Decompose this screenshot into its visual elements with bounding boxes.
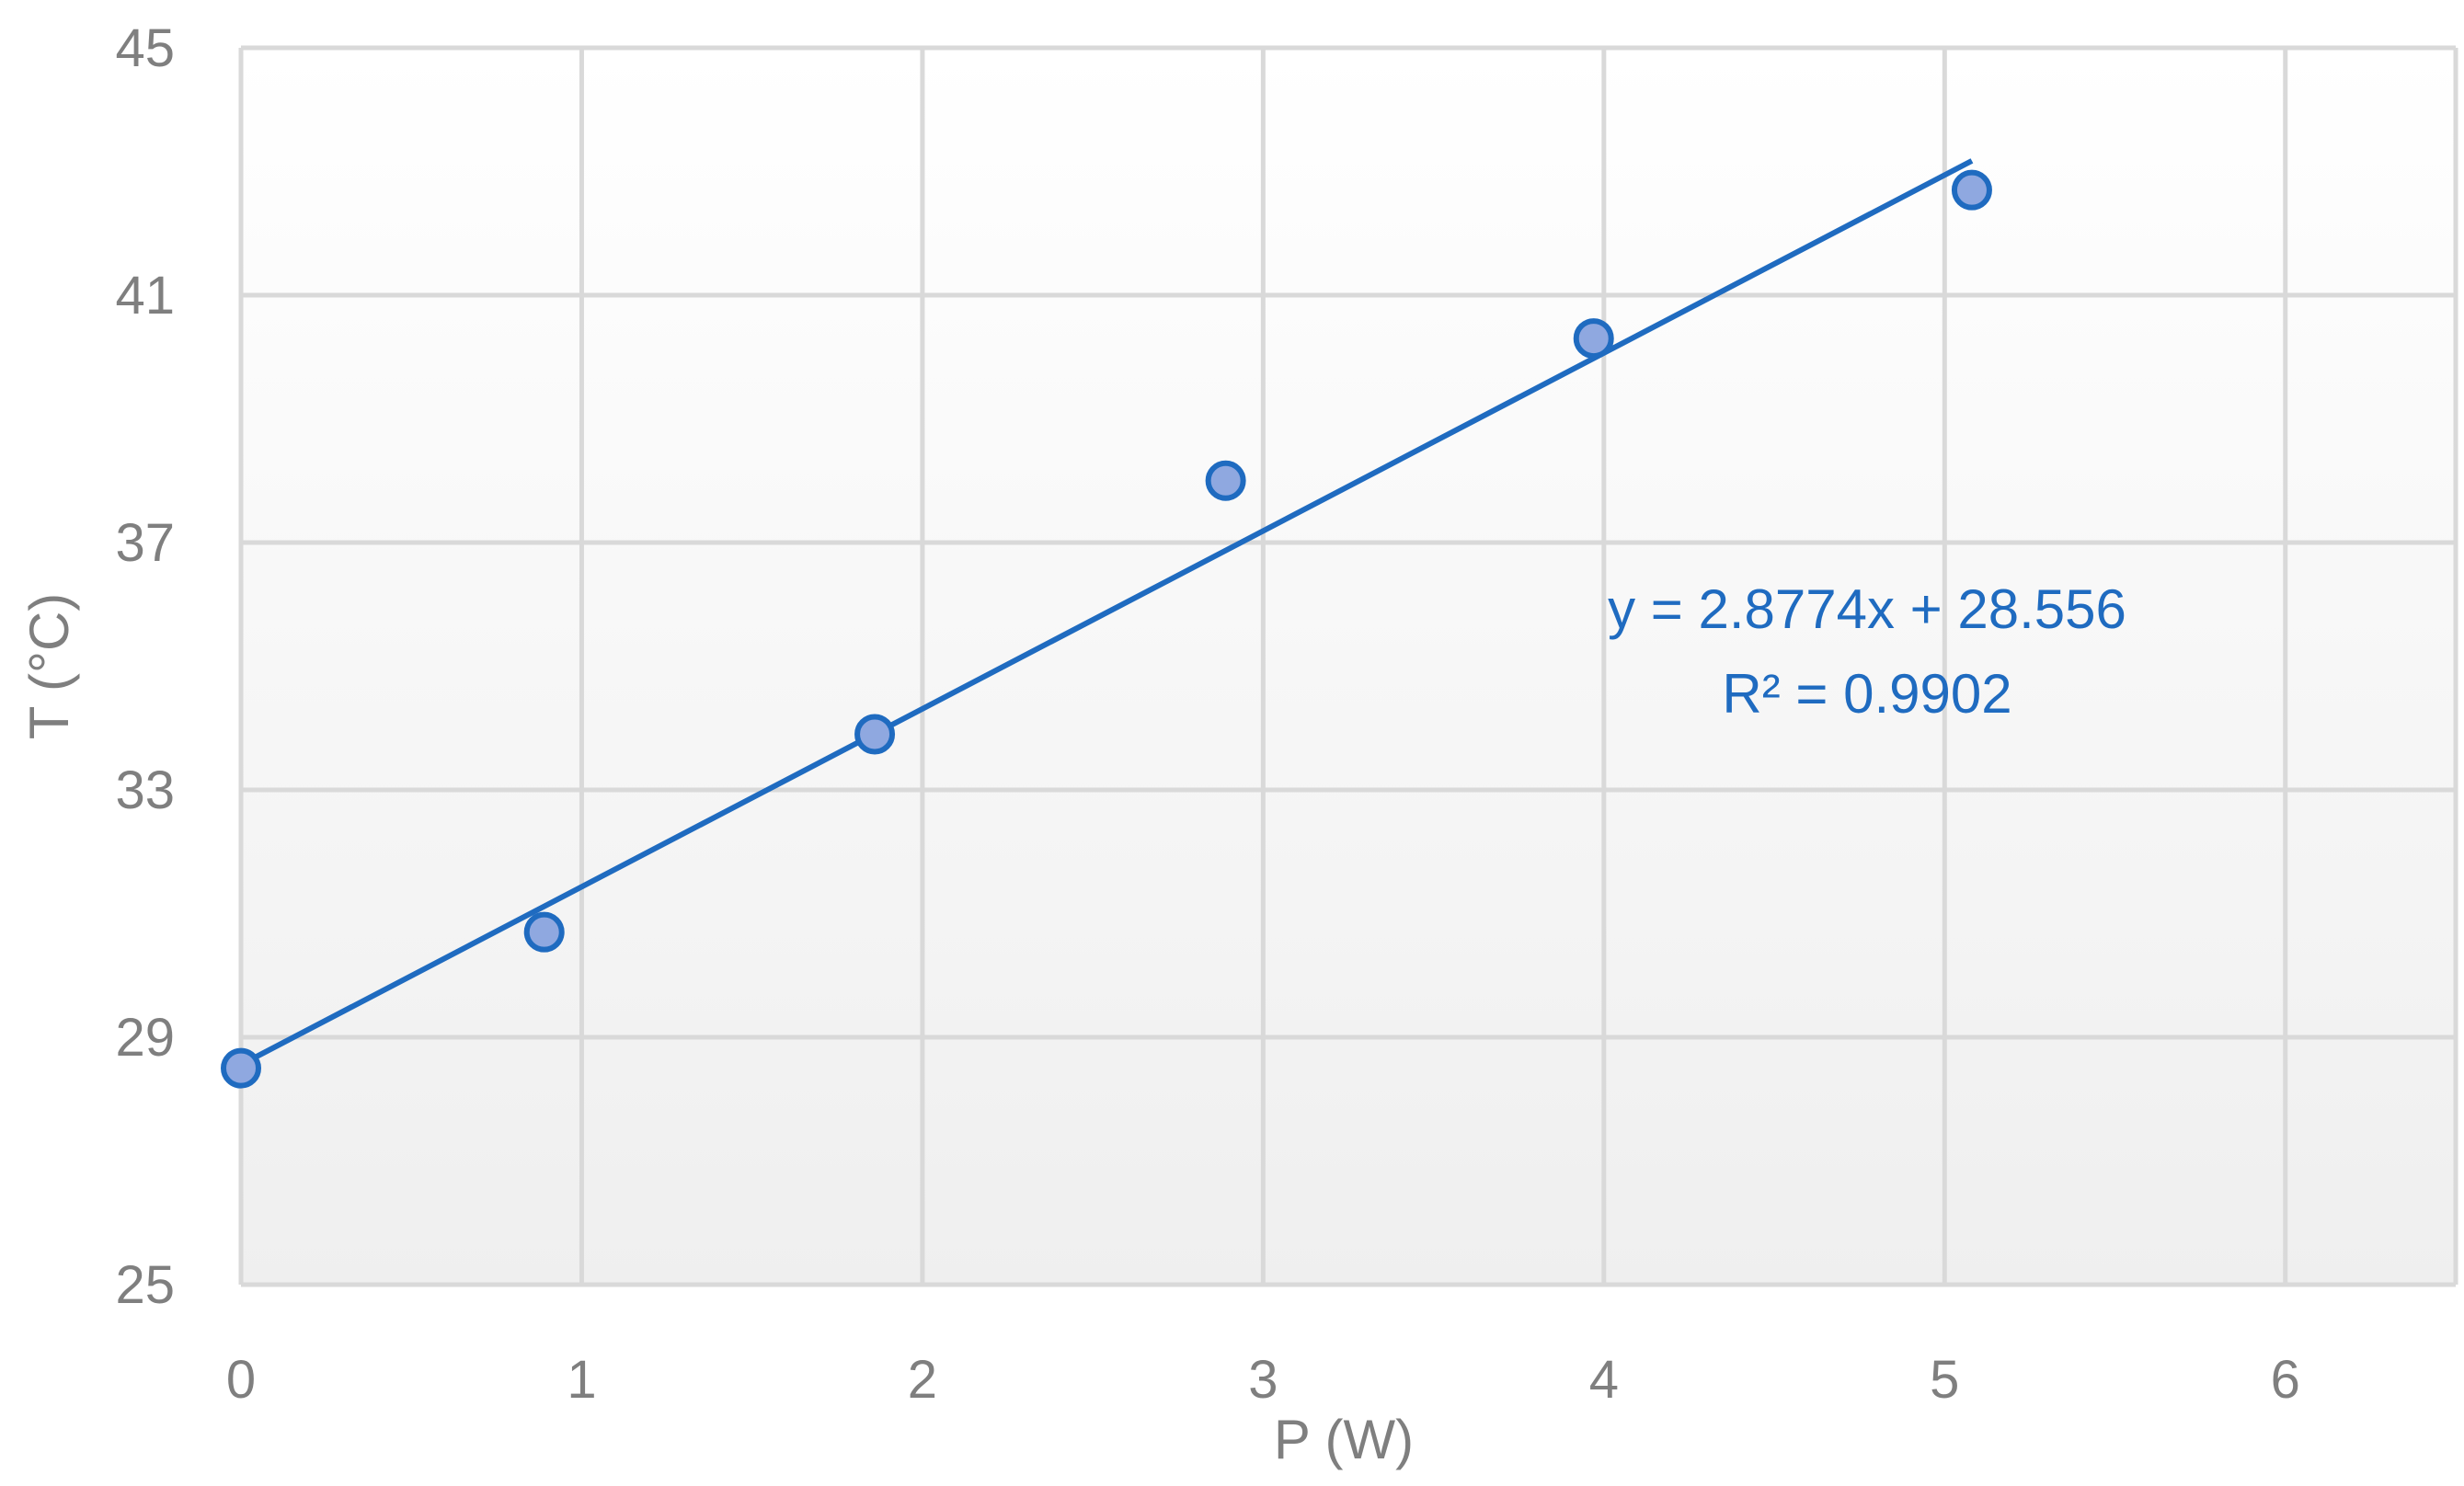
data-points bbox=[221, 169, 1992, 1089]
y-tick-label: 29 bbox=[115, 1008, 175, 1068]
grid-lines bbox=[238, 45, 2458, 1287]
y-tick-label: 41 bbox=[115, 266, 175, 326]
y-axis-title: T (°C) bbox=[18, 593, 80, 740]
data-point bbox=[523, 911, 565, 953]
data-point bbox=[1573, 318, 1614, 360]
x-tick-label: 3 bbox=[1248, 1350, 1278, 1410]
data-point bbox=[854, 714, 896, 755]
x-tick-label: 0 bbox=[226, 1350, 256, 1410]
x-tick-label: 1 bbox=[567, 1350, 596, 1410]
data-point bbox=[1951, 169, 1992, 211]
data-point bbox=[221, 1047, 261, 1089]
y-tick-label: 33 bbox=[115, 760, 175, 820]
trendline-equation-label: y = 2.8774x + 28.556 bbox=[1608, 578, 2126, 640]
y-tick-label: 37 bbox=[115, 513, 175, 573]
trendline bbox=[239, 158, 1974, 1068]
trendline-r2-label: R² = 0.9902 bbox=[1722, 663, 2011, 725]
plot-area bbox=[241, 48, 2456, 1285]
y-tick-label: 45 bbox=[115, 18, 175, 78]
y-tick-label: 25 bbox=[115, 1255, 175, 1315]
x-tick-label: 4 bbox=[1589, 1350, 1619, 1410]
data-point bbox=[1205, 460, 1246, 501]
x-tick-label: 2 bbox=[908, 1350, 937, 1410]
x-axis-title: P (W) bbox=[1274, 1409, 1414, 1470]
x-tick-label: 5 bbox=[1930, 1350, 1959, 1410]
x-tick-label: 6 bbox=[2271, 1350, 2300, 1410]
